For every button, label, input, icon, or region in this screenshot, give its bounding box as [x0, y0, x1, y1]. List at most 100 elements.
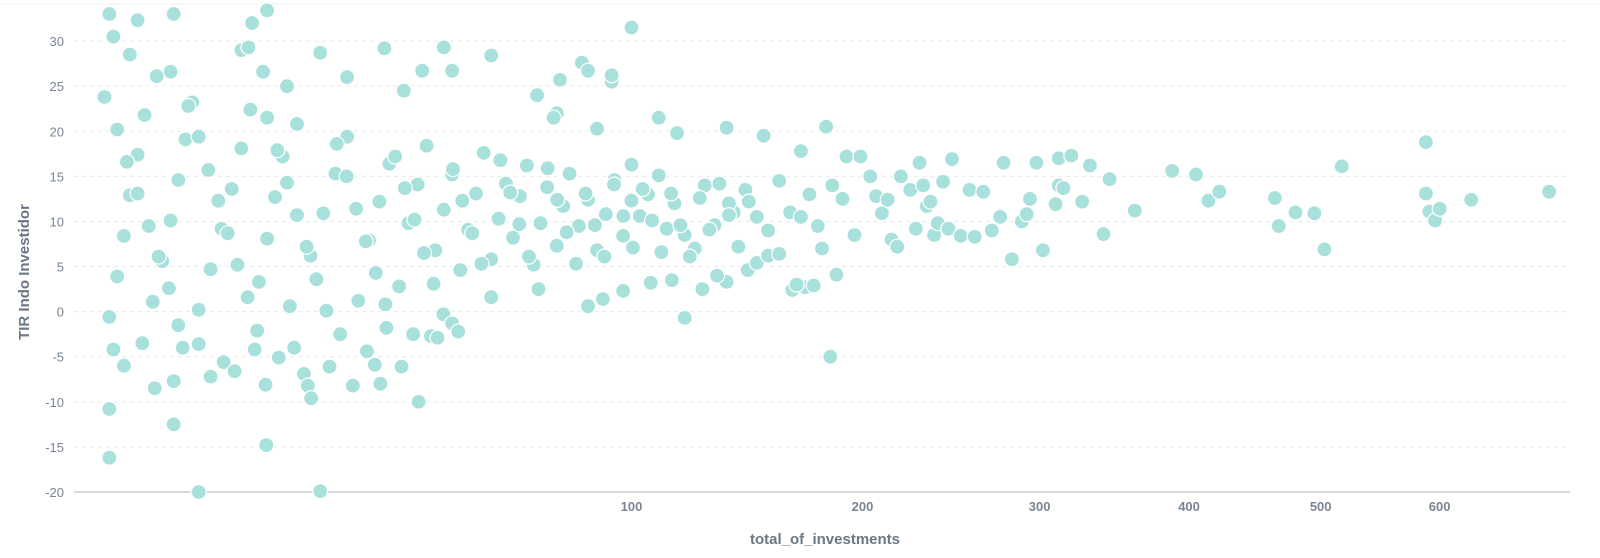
data-point[interactable]	[538, 179, 556, 196]
data-point[interactable]	[255, 63, 272, 80]
data-point[interactable]	[579, 62, 597, 79]
data-point[interactable]	[101, 449, 118, 466]
data-point[interactable]	[259, 2, 276, 19]
data-point[interactable]	[504, 229, 522, 246]
data-point[interactable]	[429, 329, 446, 346]
data-point[interactable]	[174, 339, 191, 356]
data-point[interactable]	[720, 207, 738, 224]
data-point[interactable]	[615, 207, 632, 225]
data-point[interactable]	[676, 309, 693, 326]
data-point[interactable]	[101, 308, 118, 326]
data-point[interactable]	[934, 173, 952, 190]
data-point[interactable]	[288, 115, 306, 133]
data-point[interactable]	[452, 262, 469, 279]
data-point[interactable]	[518, 157, 536, 174]
data-point[interactable]	[748, 254, 765, 271]
data-point[interactable]	[387, 148, 404, 165]
data-point[interactable]	[561, 165, 578, 182]
data-point[interactable]	[454, 192, 471, 209]
data-point[interactable]	[1270, 217, 1287, 235]
data-point[interactable]	[528, 87, 546, 104]
data-point[interactable]	[269, 142, 286, 159]
data-point[interactable]	[190, 128, 207, 145]
data-point[interactable]	[1306, 205, 1323, 222]
data-point[interactable]	[558, 224, 575, 241]
data-point[interactable]	[101, 5, 118, 23]
data-point[interactable]	[258, 437, 275, 454]
data-point[interactable]	[701, 221, 718, 238]
data-point[interactable]	[771, 172, 788, 189]
data-point[interactable]	[377, 296, 394, 313]
data-point[interactable]	[444, 62, 461, 79]
data-point[interactable]	[165, 416, 182, 433]
data-point[interactable]	[658, 220, 675, 237]
data-point[interactable]	[1095, 226, 1112, 243]
data-point[interactable]	[532, 215, 549, 232]
data-point[interactable]	[312, 44, 329, 61]
data-point[interactable]	[425, 275, 442, 292]
data-point[interactable]	[873, 205, 891, 222]
data-point[interactable]	[281, 298, 298, 315]
data-point[interactable]	[406, 211, 423, 228]
data-point[interactable]	[315, 205, 332, 222]
data-point[interactable]	[190, 336, 207, 353]
data-point[interactable]	[288, 207, 306, 224]
data-point[interactable]	[303, 390, 320, 407]
data-point[interactable]	[1101, 171, 1118, 188]
data-point[interactable]	[244, 14, 261, 32]
data-point[interactable]	[551, 71, 569, 89]
data-point[interactable]	[223, 180, 240, 198]
data-point[interactable]	[711, 175, 728, 192]
data-point[interactable]	[1333, 158, 1350, 175]
data-point[interactable]	[339, 68, 356, 86]
data-point[interactable]	[328, 135, 345, 152]
data-point[interactable]	[129, 12, 146, 29]
data-point[interactable]	[545, 109, 562, 126]
data-point[interactable]	[577, 185, 594, 202]
data-point[interactable]	[730, 238, 747, 255]
data-point[interactable]	[170, 317, 187, 334]
data-point[interactable]	[148, 68, 165, 85]
data-point[interactable]	[834, 190, 851, 207]
data-point[interactable]	[115, 227, 133, 244]
data-point[interactable]	[240, 39, 257, 56]
data-point[interactable]	[190, 483, 207, 501]
data-point[interactable]	[643, 212, 661, 229]
data-point[interactable]	[740, 193, 757, 210]
data-point[interactable]	[1028, 154, 1045, 171]
data-point[interactable]	[376, 40, 393, 57]
data-point[interactable]	[415, 244, 433, 262]
data-point[interactable]	[162, 63, 179, 80]
data-point[interactable]	[286, 339, 303, 356]
data-point[interactable]	[940, 220, 957, 237]
data-point[interactable]	[483, 289, 500, 306]
data-point[interactable]	[817, 118, 835, 135]
data-point[interactable]	[975, 183, 992, 200]
data-point[interactable]	[915, 177, 932, 194]
data-point[interactable]	[623, 192, 640, 209]
data-point[interactable]	[257, 376, 274, 393]
data-point[interactable]	[596, 248, 613, 265]
data-point[interactable]	[371, 193, 388, 210]
data-point[interactable]	[105, 341, 122, 358]
data-point[interactable]	[672, 217, 689, 234]
data-point[interactable]	[650, 167, 667, 184]
data-point[interactable]	[366, 356, 383, 373]
data-point[interactable]	[549, 191, 566, 208]
data-point[interactable]	[614, 227, 632, 244]
data-point[interactable]	[250, 273, 267, 290]
data-point[interactable]	[134, 335, 151, 352]
data-point[interactable]	[788, 276, 805, 293]
data-point[interactable]	[1063, 147, 1080, 164]
data-point[interactable]	[1266, 189, 1284, 207]
data-point[interactable]	[1417, 185, 1435, 202]
data-point[interactable]	[642, 274, 659, 291]
data-point[interactable]	[1316, 241, 1333, 258]
data-point[interactable]	[755, 127, 772, 144]
data-point[interactable]	[308, 271, 325, 288]
data-point[interactable]	[358, 343, 375, 360]
data-point[interactable]	[1187, 166, 1205, 183]
data-point[interactable]	[1021, 190, 1039, 207]
data-point[interactable]	[995, 154, 1012, 171]
data-point[interactable]	[109, 121, 126, 138]
